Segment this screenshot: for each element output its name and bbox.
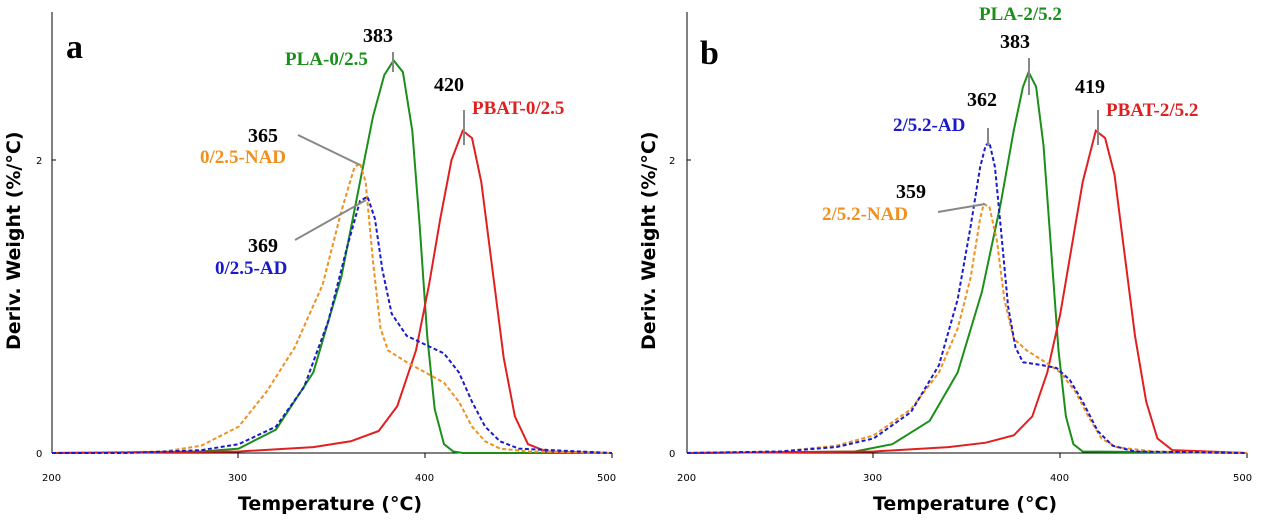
panel-a-ytick-label-0: 0 [36,449,42,460]
panel-a-leader-365 [297,134,361,166]
panel-b-xtick-label-500: 500 [1233,473,1252,484]
panel-b-label-ad: 2/5.2-AD [893,115,965,136]
panel-b-peak-362: 362 [967,89,997,111]
panel-a-series-pbat [51,129,613,454]
panel-b-leader-359 [937,203,986,213]
panel-b-xtick-label-400: 400 [1050,473,1069,484]
panel-b-peak-419: 419 [1075,76,1105,98]
panel-a-ylabel: Deriv. Weight (%/°C) [3,132,25,351]
panel-b-ylabel: Deriv. Weight (%/°C) [638,132,660,351]
panel-a-leader-369 [294,199,367,241]
panel-a: a 0 2 200 300 400 500 Temperature (°C) D… [3,12,616,515]
panel-a-peak-383: 383 [363,25,393,47]
panel-b: b 0 2 200 300 400 500 Temperature (°C) D… [638,4,1252,515]
panel-b-label-pbat: PBAT-2/5.2 [1106,100,1198,121]
panel-a-label-pla: PLA-0/2.5 [285,49,368,70]
panel-a-ytick-label-2: 2 [36,156,42,167]
panel-b-xtick-label-300: 300 [863,473,882,484]
panel-b-series-nad [686,202,1248,454]
panel-a-xtick-label-500: 500 [597,473,616,484]
panel-b-series-pbat [686,128,1248,454]
panel-b-xlabel: Temperature (°C) [873,493,1057,515]
panel-b-xtick-label-200: 200 [677,473,696,484]
panel-a-label-nad: 0/2.5-NAD [200,147,286,168]
panel-a-peak-420: 420 [434,74,464,96]
panel-a-series-nad [51,161,613,454]
panel-a-series-ad [52,195,613,454]
panel-b-series-ad [686,140,1248,454]
panel-a-label-pbat: PBAT-0/2.5 [472,98,564,119]
panel-a-xlabel: Temperature (°C) [238,493,422,515]
panel-b-ytick-label-0: 0 [669,449,675,460]
panel-a-xtick-label-200: 200 [42,473,61,484]
panel-a-peak-369: 369 [248,235,278,257]
panel-b-label-nad: 2/5.2-NAD [822,204,908,225]
panel-b-label-pla: PLA-2/5.2 [979,4,1062,25]
panel-b-letter: b [700,35,719,72]
panel-a-label-ad: 0/2.5-AD [215,258,287,279]
panel-b-series-pla [686,69,1248,454]
panel-b-ytick-label-2: 2 [669,156,675,167]
panel-b-peak-383: 383 [1000,31,1030,53]
panel-a-peak-365: 365 [248,125,278,147]
panel-a-xtick-label-400: 400 [415,473,434,484]
panel-b-peak-359: 359 [896,181,926,203]
panel-a-series-pla [51,58,612,454]
panel-a-letter: a [66,29,83,66]
panel-a-xtick-label-300: 300 [228,473,247,484]
